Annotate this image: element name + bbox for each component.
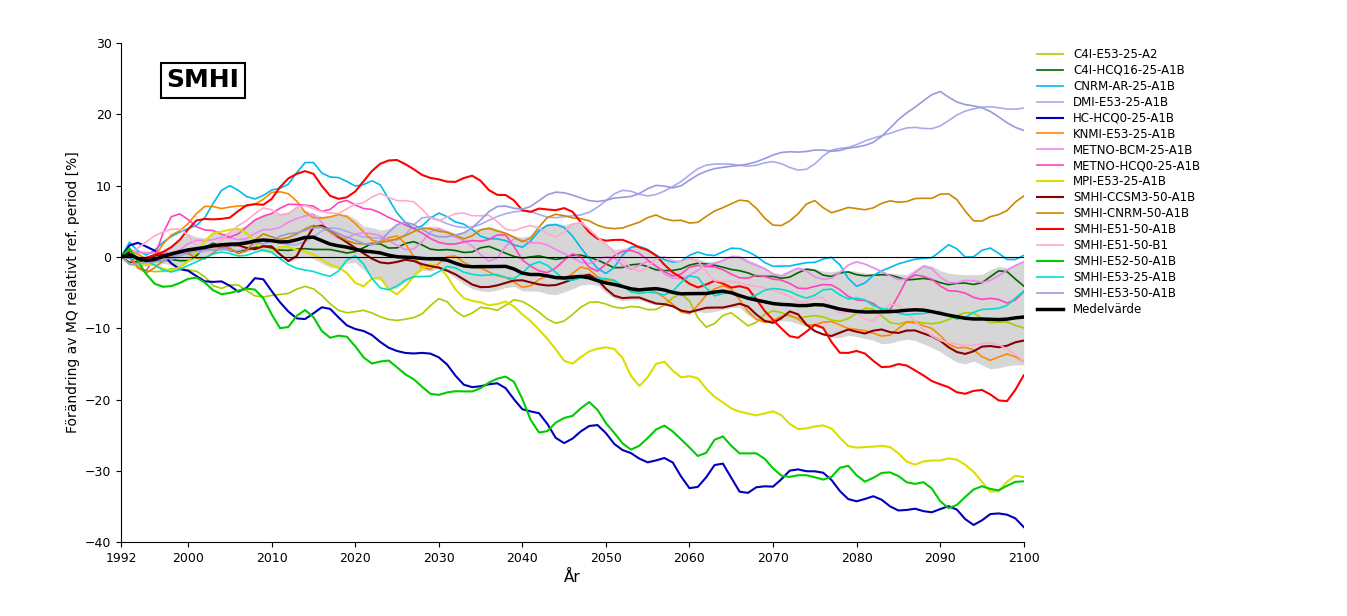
Y-axis label: Förändring av MQ relativt ref. period [%]: Förändring av MQ relativt ref. period [%… [66, 152, 79, 434]
X-axis label: År: År [564, 570, 581, 585]
Legend: C4I-E53-25-A2, C4I-HCQ16-25-A1B, CNRM-AR-25-A1B, DMI-E53-25-A1B, HC-HCQ0-25-A1B,: C4I-E53-25-A2, C4I-HCQ16-25-A1B, CNRM-AR… [1033, 43, 1206, 321]
Text: SMHI: SMHI [167, 68, 240, 92]
